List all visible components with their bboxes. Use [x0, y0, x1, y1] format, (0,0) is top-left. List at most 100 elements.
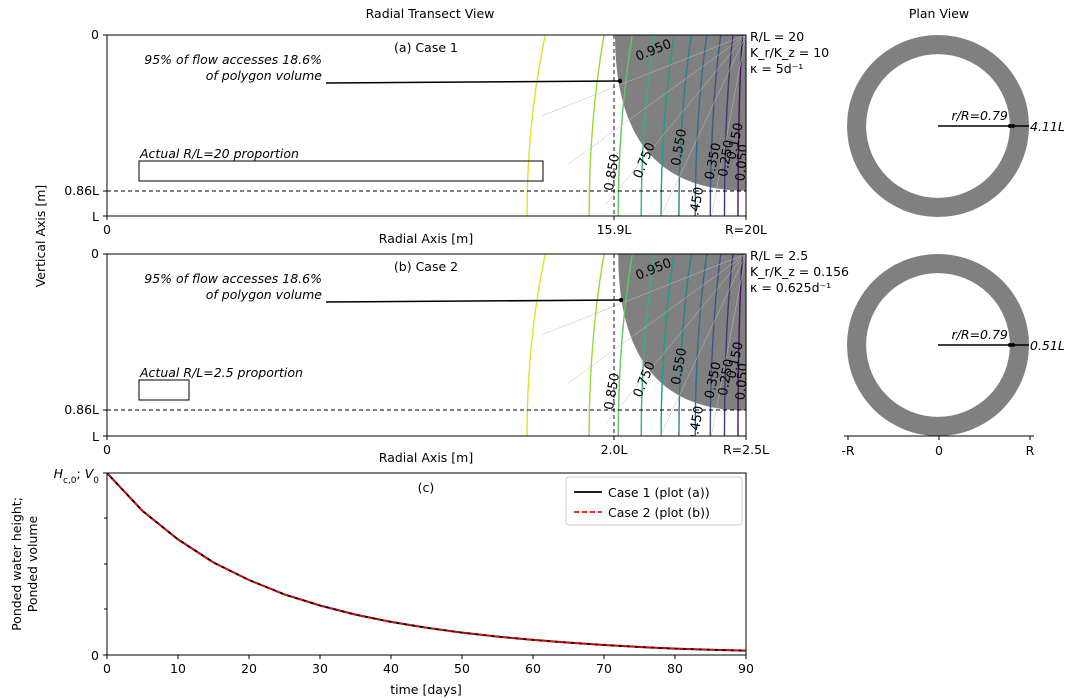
- contour-line-0.45: [678, 254, 693, 436]
- panel-a-proportion-box: [138, 160, 544, 182]
- contour-line-0.35: [694, 35, 708, 216]
- contour-line-0.15: [723, 254, 734, 436]
- legend-entry-case-2: Case 2 (plot (b)): [608, 505, 710, 520]
- streamline-guide: [541, 254, 746, 336]
- panel-b-frame: [106, 253, 747, 437]
- panel-a-xtick-boundary: 15.9L: [597, 222, 632, 237]
- x-tick-label: 40: [383, 661, 399, 676]
- panel-c-ytick-bottom: 0: [91, 648, 99, 663]
- x-tick-label: 50: [454, 661, 470, 676]
- contour-label: 0.850: [602, 153, 623, 192]
- x-tick-label: 60: [525, 661, 541, 676]
- panel-b-ytick-0: 0: [91, 246, 99, 261]
- panel-a-xtick-R: R=20L: [725, 222, 767, 237]
- panel-a-annotation-line2: of polygon volume: [206, 68, 323, 83]
- x-tick-label: 10: [170, 661, 186, 676]
- panel-a-label: (a) Case 1: [394, 40, 458, 55]
- panel-c-ytick-top: Hc,0; V0: [54, 466, 100, 486]
- x-tick-label: 0: [103, 661, 111, 676]
- contour-label: 0.850: [602, 372, 623, 411]
- x-tick-label: 90: [738, 661, 754, 676]
- panel-b-proportion-box: [138, 379, 190, 401]
- series-line-case-2: [107, 473, 746, 652]
- panel-a-annotation-line1: 95% of flow accesses 18.6%: [144, 52, 322, 67]
- panel-c-label: (c): [418, 480, 435, 495]
- plan-b-marker-outer: [1011, 343, 1015, 347]
- contour-line-0.85: [588, 254, 605, 436]
- contour-line-0.35: [694, 254, 708, 436]
- streamline-guide: [541, 35, 746, 117]
- panel-b-ytick-L: L: [92, 429, 99, 444]
- panel-c-ylabel-line2: Ponded volume: [25, 515, 40, 612]
- panel-c-ylabel-line1: Ponded water height;: [9, 497, 24, 631]
- panel-a-ytick-0: 0: [91, 27, 99, 42]
- contour-label: 0.450: [686, 405, 707, 444]
- plan-title: Plan View: [909, 6, 969, 21]
- legend-entry-case-1: Case 1 (plot (a)): [608, 485, 710, 500]
- streamline-guide: [567, 35, 746, 165]
- panel-b-xtick-0: 0: [103, 442, 111, 457]
- panel-a-param-2: K_r/K_z = 10: [750, 45, 829, 60]
- panel-a-ytick-086: 0.86L: [64, 183, 99, 198]
- contour-label: 0.550: [669, 347, 690, 386]
- transect-title: Radial Transect View: [366, 6, 495, 21]
- contour-label: 0.550: [669, 128, 690, 167]
- streamline-guide: [605, 35, 746, 205]
- panel-a-y-ticks: 0 0.86L L: [64, 27, 107, 224]
- panel-b-annotation-line2: of polygon volume: [206, 287, 323, 302]
- panel-a-arrow-head: [617, 78, 623, 84]
- panel-c-series: [107, 473, 746, 652]
- plan-a-marker-outer: [1011, 124, 1015, 128]
- panel-a-ytick-L: L: [92, 209, 99, 224]
- contour-line-0.05: [737, 254, 744, 436]
- contour-line-0.65: [640, 254, 656, 436]
- panel-b-arrow-head: [618, 297, 624, 303]
- contour-label: 0.250: [716, 358, 737, 397]
- contour-line-0.75: [617, 35, 634, 216]
- contour-line-0.15: [723, 35, 734, 216]
- legend-box: [565, 476, 743, 526]
- streamline-guide: [567, 254, 746, 384]
- panel-a-proportion-label: Actual R/L=20 proportion: [139, 146, 299, 161]
- panel-a-annotation-arrow: [325, 80, 621, 84]
- streamline-guide: [605, 254, 746, 424]
- x-tick-label: 70: [596, 661, 612, 676]
- panel-c-x-ticks: 0 10 20 30 40 50 60 70 80 90: [103, 655, 754, 676]
- panel-b-xlabel: Radial Axis [m]: [379, 450, 473, 465]
- panel-b-x-ticks: 0 2.0L R=2.5L: [103, 436, 769, 457]
- contour-label: 0.250: [716, 139, 737, 178]
- plan-a-marker-inner: [1007, 124, 1012, 128]
- contour-label: 0.050: [733, 363, 751, 401]
- contour-label: 0.750: [631, 141, 659, 181]
- panel-b-label: (b) Case 2: [394, 259, 458, 274]
- contour-label: 0.050: [733, 144, 751, 182]
- panel-b-y-ticks: 0 0.86L L: [64, 246, 107, 444]
- plan-xtick-r: R: [1026, 443, 1035, 458]
- plan-xtick-zero: 0: [935, 443, 943, 458]
- contour-line-0.85: [588, 35, 605, 216]
- panel-c-legend: Case 1 (plot (a)) Case 2 (plot (b)): [565, 476, 743, 526]
- panel-a-xlabel: Radial Axis [m]: [379, 231, 473, 246]
- panel-b-xtick-R: R=2.5L: [723, 442, 769, 457]
- contour-label: 0.150: [724, 122, 746, 162]
- streamline-guide: [711, 35, 746, 216]
- streamline-guide: [711, 254, 746, 436]
- panel-a-x-ticks: 0 15.9L R=20L: [103, 216, 767, 237]
- contour-label: 0.150: [724, 341, 746, 381]
- panel-c-xlabel: time [days]: [390, 682, 461, 697]
- panel-a-xtick-0: 0: [103, 222, 111, 237]
- panel-b-param-2: K_r/K_z = 0.156: [750, 264, 849, 279]
- plan-view-b: r/R=0.79 0.51L -R 0 R: [841, 254, 1065, 458]
- plan-b-width-label: 0.51L: [1030, 338, 1065, 353]
- contour-line-0.55: [660, 35, 675, 216]
- contour-line-0.75: [617, 254, 634, 436]
- plan-view-a: r/R=0.79 4.11L: [847, 35, 1065, 217]
- panel-b-param-3: κ = 0.625d⁻¹: [750, 280, 831, 295]
- plan-a-width-label: 4.11L: [1030, 119, 1065, 134]
- streamline-guide: [660, 254, 746, 436]
- panel-a-frame: [106, 34, 747, 217]
- panel-a-param-1: R/L = 20: [750, 29, 804, 44]
